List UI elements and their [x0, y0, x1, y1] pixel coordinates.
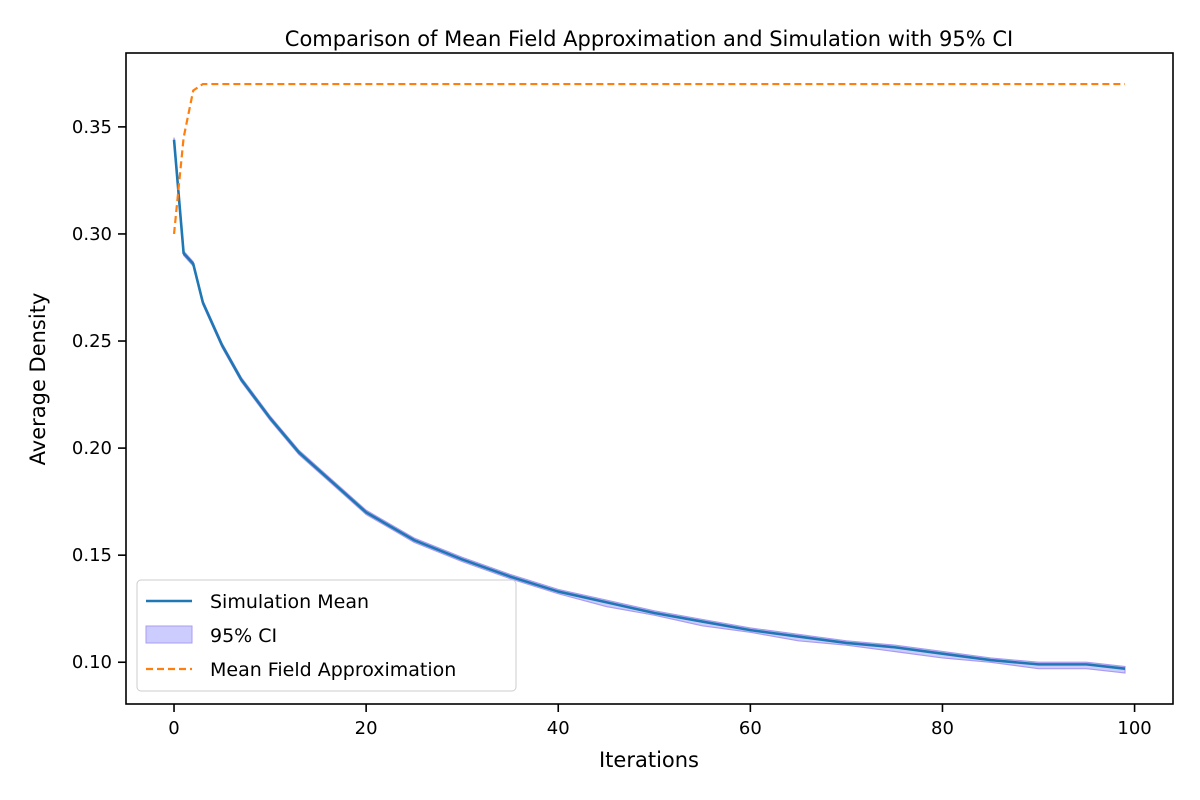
- x-tick-label: 100: [1117, 718, 1151, 739]
- x-tick-label: 20: [355, 718, 378, 739]
- legend-box: [136, 579, 517, 692]
- y-tick-label: 0.15: [72, 545, 112, 566]
- y-axis: 0.10 0.15 0.20 0.25 0.30 0.35: [72, 117, 126, 673]
- x-tick-label: 60: [739, 718, 762, 739]
- plot-frame: [125, 52, 1174, 705]
- simulation-mean-line: [172, 139, 1126, 670]
- mean-field-line: [172, 82, 1125, 235]
- x-axis-label: Iterations: [599, 748, 699, 772]
- x-tick-label: 80: [931, 718, 954, 739]
- plot-area: [172, 82, 1126, 674]
- series-line-layer: [172, 82, 1126, 670]
- legend: Simulation Mean 95% CI Mean Field Approx…: [136, 579, 517, 692]
- legend-ci-swatch: [145, 625, 193, 644]
- y-tick-label: 0.25: [72, 331, 112, 352]
- x-axis: 0 20 40 60 80 100: [168, 704, 1152, 739]
- y-tick-label: 0.10: [72, 652, 112, 673]
- x-tick-label: 40: [547, 718, 570, 739]
- legend-mean-field-label: Mean Field Approximation: [210, 659, 456, 681]
- y-tick-label: 0.30: [72, 224, 112, 245]
- x-tick-label: 0: [168, 718, 179, 739]
- legend-ci-label: 95% CI: [210, 625, 277, 647]
- y-tick-label: 0.20: [72, 438, 112, 459]
- y-tick-label: 0.35: [72, 117, 112, 138]
- chart-title: Comparison of Mean Field Approximation a…: [285, 27, 1013, 51]
- y-axis-label: Average Density: [26, 293, 50, 466]
- legend-simulation-mean-label: Simulation Mean: [210, 591, 369, 613]
